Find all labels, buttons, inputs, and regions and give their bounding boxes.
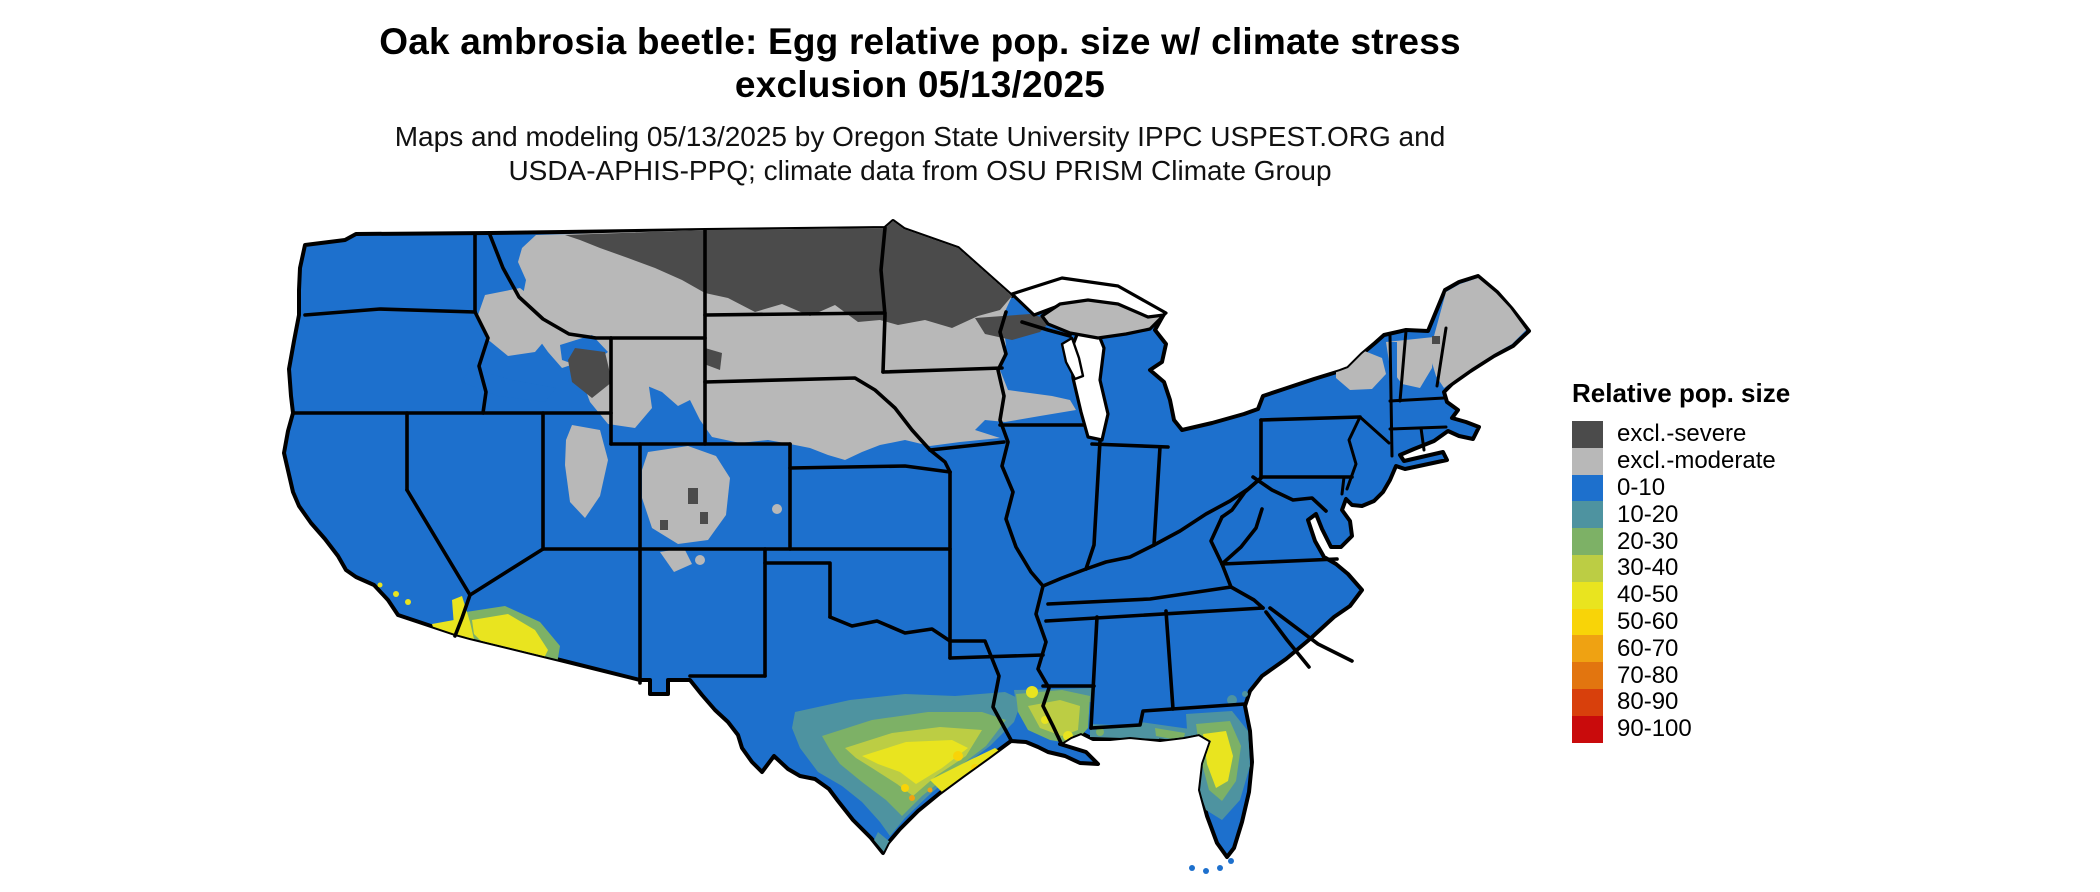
socal-spot-40-50 (377, 582, 383, 588)
tx-spot-60-70 (909, 795, 915, 801)
la-30-40 (1028, 700, 1080, 736)
legend-label: 30-40 (1617, 554, 1679, 582)
excl-moderate-idaho (478, 288, 552, 356)
legend-label: 70-80 (1617, 661, 1679, 689)
legend-label: 90-100 (1617, 715, 1692, 743)
legend-swatch (1572, 635, 1603, 663)
great-lakes (1010, 276, 1168, 442)
tx-spot-60-70 (927, 787, 933, 793)
legend-swatch (1572, 715, 1603, 743)
legend: Relative pop. size excl.-severe excl.-mo… (1572, 378, 2092, 743)
legend-swatch (1572, 608, 1603, 636)
excl-severe-speck (700, 512, 708, 524)
excl-moderate-utah (565, 425, 608, 518)
az-spot-10-20 (537, 665, 543, 671)
legend-item: 80-90 (1572, 688, 2092, 716)
map-subtitle: Maps and modeling 05/13/2025 by Oregon S… (0, 120, 1840, 188)
excl-moderate-vt-nh (1386, 337, 1434, 388)
legend-item: excl.-moderate (1572, 447, 2092, 475)
brownsville-10-20 (874, 832, 890, 852)
tx-spot-50-60 (953, 751, 963, 761)
legend-label: excl.-moderate (1617, 447, 1776, 475)
legend-swatch (1572, 528, 1603, 555)
legend-swatch (1572, 474, 1603, 502)
legend-rows: excl.-severe excl.-moderate 0-10 10-20 2… (1572, 420, 2092, 743)
msal-spot-20-30 (1096, 728, 1104, 736)
state-borders (291, 226, 1448, 745)
map-title-line2: exclusion 05/13/2025 (734, 64, 1106, 105)
upper-peninsula (1040, 298, 1166, 340)
excl-moderate-maine (1430, 278, 1526, 388)
legend-label: 60-70 (1617, 634, 1679, 662)
coloradoriver-40-50 (452, 596, 476, 652)
legend-item: excl.-severe (1572, 420, 2092, 448)
tx-band-40-50 (862, 740, 968, 784)
map-subtitle-line1: Maps and modeling 05/13/2025 by Oregon S… (394, 121, 1446, 152)
excl-moderate-speck (695, 555, 705, 565)
az-spot-10-20 (512, 658, 520, 666)
legend-label: 0-10 (1617, 474, 1666, 501)
map-title: Oak ambrosia beetle: Egg relative pop. s… (0, 20, 1840, 106)
ga-spot-10-20 (1227, 695, 1237, 705)
legend-swatch (1572, 421, 1603, 448)
legend-swatch (1572, 554, 1603, 582)
socal-spot-40-50 (393, 591, 399, 597)
legend-swatch (1572, 501, 1603, 529)
legend-label: 50-60 (1617, 607, 1679, 635)
climate-overlays (377, 221, 1526, 852)
legend-title: Relative pop. size (1572, 378, 1791, 408)
legend-item: 30-40 (1572, 554, 2092, 582)
legend-item: 10-20 (1572, 500, 2092, 529)
excl-severe-speck (1432, 336, 1440, 344)
legend-label: 20-30 (1617, 527, 1679, 555)
flpan-20-30 (1155, 728, 1185, 741)
la-spot-40-50 (1026, 686, 1038, 698)
snake-plain-blue (462, 368, 556, 402)
legend-swatch (1572, 662, 1603, 689)
excl-severe-band (565, 221, 1012, 328)
map-subtitle-line2: USDA-APHIS-PPQ; climate data from OSU PR… (508, 155, 1332, 186)
legend-label: 80-90 (1617, 688, 1679, 716)
legend-label: 10-20 (1617, 500, 1679, 528)
header: Oak ambrosia beetle: Egg relative pop. s… (0, 20, 1840, 188)
tx-spot-50-60 (901, 784, 909, 792)
legend-item: 60-70 (1572, 634, 2092, 663)
legend-swatch (1572, 581, 1603, 609)
map-title-line1: Oak ambrosia beetle: Egg relative pop. s… (379, 21, 1461, 62)
green-bay (1060, 336, 1085, 381)
florida-keys (1189, 858, 1234, 874)
legend-item: 20-30 (1572, 528, 2092, 555)
excl-moderate-speck (772, 504, 782, 514)
legend-label: 40-50 (1617, 581, 1679, 609)
nfl-40-50 (1203, 731, 1233, 788)
socal-spot-40-50 (405, 599, 411, 605)
legend-swatch (1572, 447, 1603, 475)
excl-severe-speck (688, 488, 698, 504)
excl-severe-blackhills (704, 348, 722, 370)
legend-item: 70-80 (1572, 662, 2092, 689)
excl-severe-speck (660, 520, 668, 530)
legend-item: 0-10 (1572, 474, 2092, 502)
legend-item: 90-100 (1572, 715, 2092, 743)
excl-moderate-newmexico (660, 548, 692, 572)
legend-item: 40-50 (1572, 581, 2092, 609)
excl-severe-wisconsin (975, 314, 1052, 340)
legend-swatch (1572, 688, 1603, 716)
legend-label: excl.-severe (1617, 420, 1747, 448)
legend-item: 50-60 (1572, 607, 2092, 636)
excl-severe-yellowstone (568, 348, 612, 398)
ga-spot-10-20 (1242, 691, 1248, 697)
